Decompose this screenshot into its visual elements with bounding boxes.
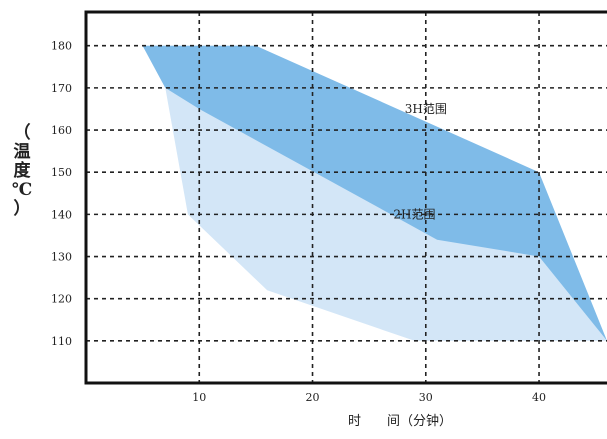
grid — [86, 12, 607, 383]
x-axis-label: 时 间（分钟） — [348, 413, 452, 429]
ticks: 110 120 130 140 150 160 170 180 10 20 30 40 — [51, 40, 546, 404]
plot-frame — [84, 10, 607, 385]
region-label-1: 2H范围 — [393, 207, 435, 221]
y-tick-label: 180 — [51, 40, 72, 53]
y-axis-label: （温度℃） — [12, 122, 32, 219]
y-tick-label: 110 — [51, 335, 72, 348]
y-tick-label: 160 — [51, 124, 72, 137]
y-label-char: （ — [14, 122, 31, 143]
regions — [142, 45, 607, 341]
y-label-char: 温 — [14, 142, 31, 162]
region-2 — [142, 45, 607, 341]
y-tick-label: 140 — [51, 208, 72, 221]
y-label-char: 度 — [14, 160, 32, 181]
region-label-2: 3H范围 — [405, 102, 447, 116]
region-labels: 2H范围 3H范围 — [393, 102, 446, 221]
x-tick-label: 20 — [306, 391, 320, 404]
x-tick-label: 10 — [192, 391, 206, 404]
y-label-char: ） — [14, 198, 31, 219]
x-tick-label: 40 — [532, 391, 546, 404]
y-tick-label: 120 — [51, 293, 72, 306]
y-tick-label: 170 — [51, 82, 72, 95]
y-tick-label: 130 — [51, 251, 72, 264]
x-tick-label: 30 — [419, 391, 433, 404]
y-tick-label: 150 — [51, 166, 72, 179]
y-label-char: ℃ — [12, 180, 32, 200]
